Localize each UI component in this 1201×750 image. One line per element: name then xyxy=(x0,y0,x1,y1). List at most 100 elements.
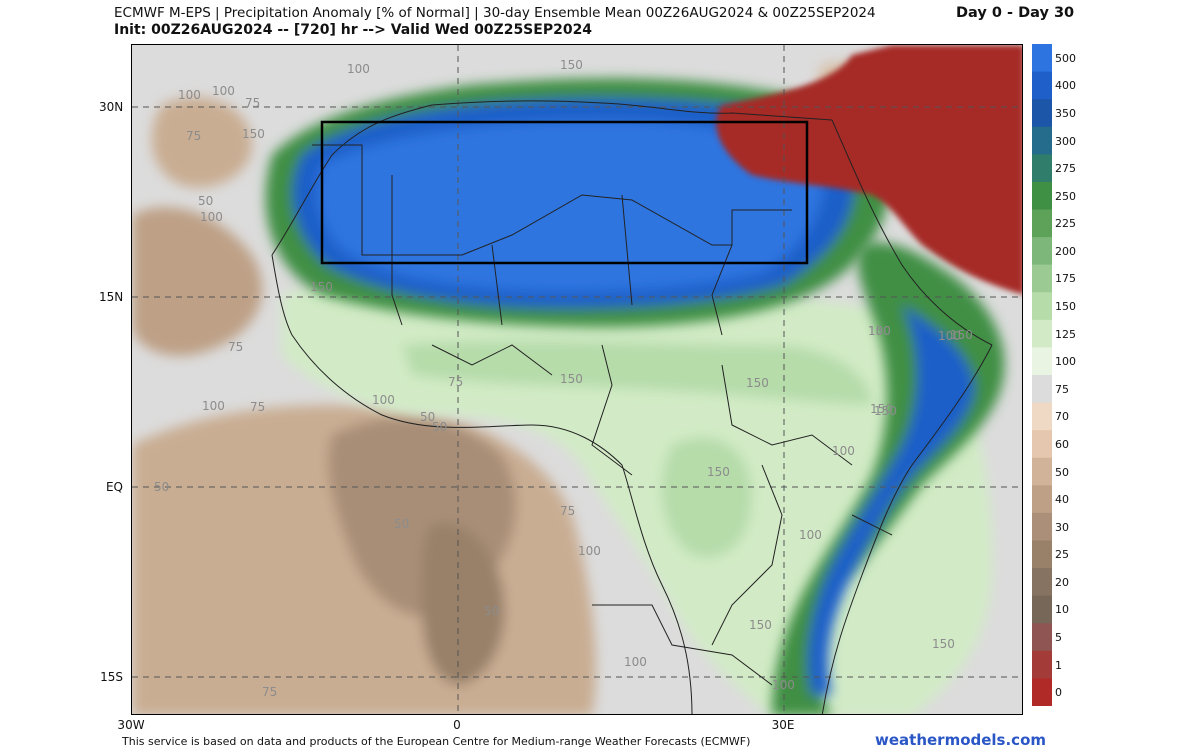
contour-label: 150 xyxy=(560,372,583,386)
contour-label: 100 xyxy=(624,655,647,669)
colorbar-level-label: 225 xyxy=(1055,217,1076,231)
ecmwf-disclaimer: This service is based on data and produc… xyxy=(122,735,751,748)
colorbar-swatch xyxy=(1032,430,1052,459)
colorbar-swatch xyxy=(1032,237,1052,266)
lon-label-30e: 30E xyxy=(771,718,795,732)
contour-label: 50 xyxy=(154,480,169,494)
contour-label: 75 xyxy=(250,400,265,414)
lat-label-15n: 15N xyxy=(99,290,124,304)
colorbar-level-label: 100 xyxy=(1055,355,1076,369)
colorbar-swatch xyxy=(1032,512,1052,541)
colorbar-swatch xyxy=(1032,568,1052,597)
colorbar-level-label: 30 xyxy=(1055,520,1069,534)
colorbar-level-label: 60 xyxy=(1055,437,1069,451)
lat-label-eq: EQ xyxy=(105,480,123,494)
contour-label: 100 xyxy=(868,324,891,338)
contour-label: 75 xyxy=(186,129,201,143)
high-wet-band xyxy=(265,78,890,327)
contour-label: 100 xyxy=(178,88,201,102)
colorbar-swatch xyxy=(1032,623,1052,652)
colorbar-swatch xyxy=(1032,126,1052,155)
country-borders xyxy=(271,100,993,714)
contour-label: 100 xyxy=(202,399,225,413)
colorbar-swatch xyxy=(1032,678,1052,706)
contour-label: 100 xyxy=(832,444,855,458)
colorbar-level-label: 400 xyxy=(1055,79,1076,93)
colorbar xyxy=(1032,44,1052,706)
colorbar-level-label: 125 xyxy=(1055,327,1076,341)
colorbar-level-label: 150 xyxy=(1055,300,1076,314)
colorbar-swatch xyxy=(1032,375,1052,404)
colorbar-swatch xyxy=(1032,181,1052,210)
colorbar-level-label: 10 xyxy=(1055,603,1069,617)
colorbar-level-label: 40 xyxy=(1055,493,1069,507)
colorbar-swatch xyxy=(1032,154,1052,183)
contour-label: 100 xyxy=(212,84,235,98)
colorbar-swatch xyxy=(1032,402,1052,431)
colorbar-swatch xyxy=(1032,347,1052,376)
contour-label: 150 xyxy=(560,58,583,72)
lat-label-30n: 30N xyxy=(99,100,124,114)
lon-label-30w: 30W xyxy=(117,718,145,732)
contour-label: 150 xyxy=(242,127,265,141)
colorbar-level-label: 5 xyxy=(1055,631,1062,645)
contour-label: 75 xyxy=(560,504,575,518)
colorbar-level-label: 200 xyxy=(1055,244,1076,258)
contour-label: 75 xyxy=(448,375,463,389)
colorbar-level-label: 275 xyxy=(1055,162,1076,176)
contour-label: 150 xyxy=(707,465,730,479)
site-credit[interactable]: weathermodels.com xyxy=(875,731,1047,749)
contour-label: 75 xyxy=(228,340,243,354)
contour-label: 100 xyxy=(372,393,395,407)
colorbar-level-label: 350 xyxy=(1055,106,1076,120)
lon-label-0: 0 xyxy=(453,718,461,732)
colorbar-level-label: 175 xyxy=(1055,272,1076,286)
colorbar-level-label: 0 xyxy=(1055,686,1062,700)
east-africa-wet-corridor xyxy=(772,242,1005,714)
contour-label: 150 xyxy=(868,324,891,338)
contour-label: 50 xyxy=(484,604,499,618)
map-title: ECMWF M-EPS | Precipitation Anomaly [% o… xyxy=(114,5,876,21)
contour-label: 75 xyxy=(245,96,260,110)
colorbar-level-label: 20 xyxy=(1055,575,1069,589)
colorbar-level-label: 250 xyxy=(1055,189,1076,203)
contour-label: 150 xyxy=(749,618,772,632)
colorbar-level-label: 50 xyxy=(1055,465,1069,479)
contour-label: 100 xyxy=(938,329,961,343)
contour-label: 150 xyxy=(746,376,769,390)
contour-label: 100 xyxy=(578,544,601,558)
contour-label: 150 xyxy=(932,637,955,651)
contour-label: 150 xyxy=(870,402,893,416)
colorbar-swatch xyxy=(1032,99,1052,128)
colorbar-swatch xyxy=(1032,71,1052,100)
colorbar-swatch xyxy=(1032,209,1052,238)
colorbar-swatch xyxy=(1032,44,1052,73)
contour-label: 150 xyxy=(310,280,333,294)
colorbar-level-label: 75 xyxy=(1055,382,1069,396)
contour-label: 100 xyxy=(200,210,223,224)
colorbar-swatch xyxy=(1032,264,1052,293)
colorbar-swatch xyxy=(1032,292,1052,321)
init-valid-line: Init: 00Z26AUG2024 -- [720] hr --> Valid… xyxy=(114,22,593,38)
contour-label: 50 xyxy=(432,420,447,434)
precipitation-anomaly-map: 100 75 100 75 150 150 150 50 100 150 75 … xyxy=(131,44,1023,715)
colorbar-swatch xyxy=(1032,595,1052,624)
colorbar-level-label: 300 xyxy=(1055,134,1076,148)
contour-label: 100 xyxy=(347,62,370,76)
colorbar-swatch xyxy=(1032,650,1052,679)
colorbar-level-label: 500 xyxy=(1055,51,1076,65)
target-region-box xyxy=(320,120,809,265)
colorbar-level-label: 70 xyxy=(1055,410,1069,424)
colorbar-level-label: 1 xyxy=(1055,658,1062,672)
colorbar-swatch xyxy=(1032,540,1052,569)
contour-label: 50 xyxy=(420,410,435,424)
lat-label-15s: 15S xyxy=(100,670,123,684)
map-svg: 100 75 100 75 150 150 150 50 100 150 75 … xyxy=(132,45,1022,714)
colorbar-swatch xyxy=(1032,485,1052,514)
graticule xyxy=(132,45,1022,714)
contour-label: 100 xyxy=(772,678,795,692)
contour-label: 50 xyxy=(394,517,409,531)
colorbar-level-label: 25 xyxy=(1055,548,1069,562)
contour-label: 50 xyxy=(198,194,213,208)
contour-label: 150 xyxy=(874,404,897,418)
